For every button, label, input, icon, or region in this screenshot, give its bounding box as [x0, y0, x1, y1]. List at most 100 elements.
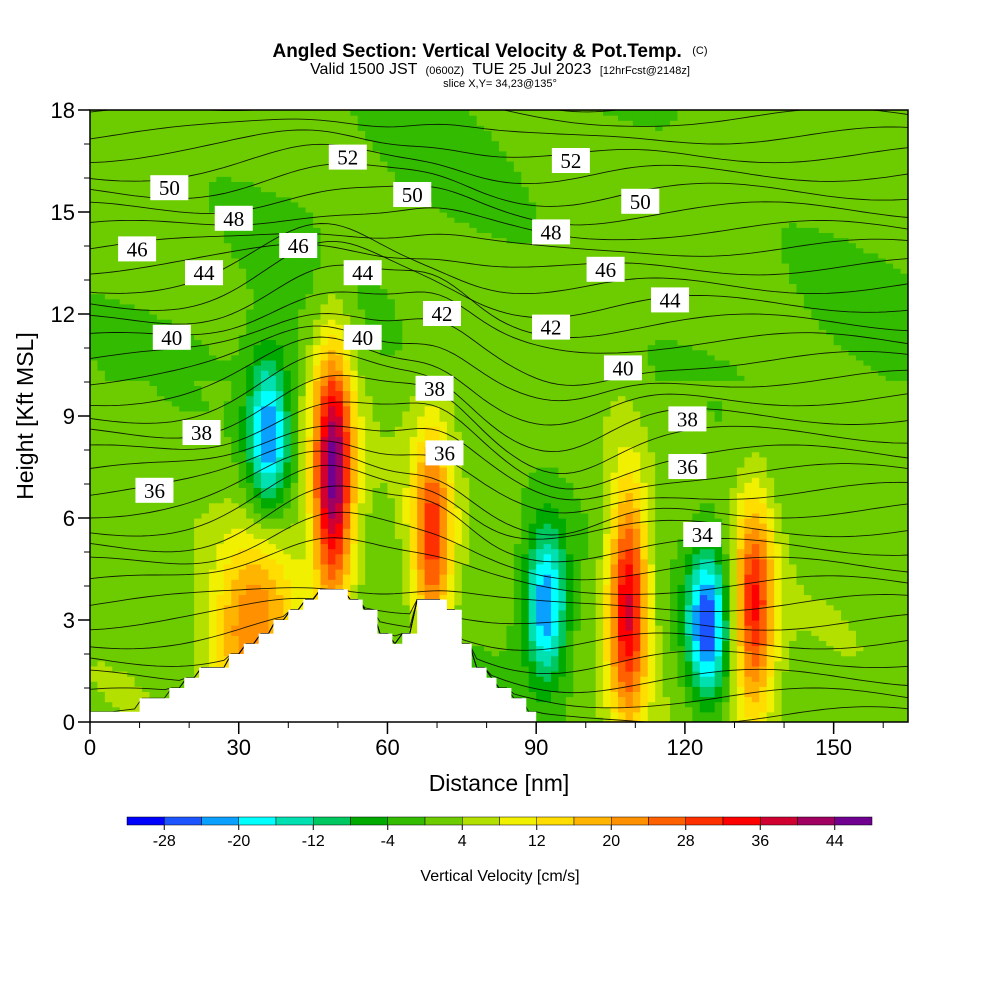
field-cell — [350, 130, 359, 137]
field-cell — [194, 359, 203, 366]
field-cell — [372, 359, 381, 366]
field-cell — [156, 579, 165, 585]
field-cell — [164, 563, 173, 570]
field-cell — [320, 176, 329, 182]
field-cell — [387, 196, 396, 203]
field-cell — [156, 543, 165, 550]
field-cell — [171, 314, 180, 320]
field-cell — [156, 645, 165, 652]
field-cell — [119, 441, 128, 448]
field-cell — [298, 120, 307, 126]
field-cell — [231, 385, 240, 392]
field-cell — [231, 115, 240, 121]
field-cell — [268, 518, 277, 524]
field-cell — [327, 477, 336, 483]
field-cell — [186, 640, 195, 647]
field-cell — [90, 145, 99, 152]
field-cell — [275, 405, 284, 412]
field-cell — [313, 140, 322, 147]
field-cell — [112, 120, 121, 126]
field-cell — [119, 110, 128, 116]
field-cell — [253, 620, 262, 626]
field-cell — [104, 217, 113, 223]
field-cell — [194, 523, 203, 529]
field-cell — [372, 365, 381, 371]
field-cell — [90, 589, 99, 596]
field-cell — [342, 171, 351, 177]
field-cell — [313, 446, 322, 453]
field-cell — [112, 400, 121, 407]
field-cell — [97, 319, 106, 325]
field-cell — [223, 319, 232, 325]
field-cell — [305, 120, 314, 126]
field-cell — [350, 135, 359, 142]
field-cell — [164, 431, 173, 437]
field-cell — [327, 467, 336, 473]
field-cell — [357, 482, 366, 488]
field-cell — [350, 569, 359, 575]
field-cell — [186, 665, 195, 672]
field-cell — [164, 283, 173, 290]
field-cell — [350, 512, 359, 519]
field-cell — [142, 186, 151, 193]
field-cell — [134, 461, 143, 468]
field-cell — [156, 298, 165, 305]
field-cell — [283, 574, 292, 580]
field-cell — [320, 252, 329, 259]
field-cell — [305, 135, 314, 142]
field-cell — [149, 594, 158, 601]
field-cell — [387, 579, 396, 585]
field-cell — [238, 512, 247, 519]
field-cell — [313, 497, 322, 504]
field-cell — [127, 676, 136, 682]
field-cell — [394, 538, 403, 545]
field-cell — [223, 130, 232, 137]
field-cell — [134, 354, 143, 361]
field-cell — [90, 696, 99, 703]
field-cell — [149, 426, 158, 432]
field-cell — [380, 584, 389, 590]
field-cell — [298, 171, 307, 177]
field-cell — [90, 426, 99, 432]
field-cell — [335, 558, 344, 565]
field-cell — [320, 451, 329, 458]
field-cell — [305, 451, 314, 458]
field-cell — [261, 329, 270, 335]
field-cell — [223, 660, 232, 667]
field-cell — [142, 553, 151, 560]
field-cell — [171, 217, 180, 223]
field-cell — [298, 354, 307, 361]
field-cell — [342, 477, 351, 483]
field-cell — [164, 354, 173, 361]
field-cell — [261, 502, 270, 509]
field-cell — [112, 298, 121, 305]
field-cell — [357, 247, 366, 254]
field-cell — [283, 569, 292, 575]
field-cell — [290, 594, 299, 601]
field-cell — [268, 390, 277, 397]
field-cell — [223, 242, 232, 249]
field-cell — [357, 548, 366, 555]
field-cell — [90, 171, 99, 177]
field-cell — [387, 150, 396, 157]
field-cell — [380, 426, 389, 432]
field-cell — [283, 263, 292, 269]
field-cell — [357, 232, 366, 239]
field-cell — [112, 385, 121, 392]
field-cell — [134, 314, 143, 320]
field-cell — [104, 181, 113, 188]
field-cell — [127, 135, 136, 142]
field-cell — [387, 181, 396, 188]
field-cell — [134, 650, 143, 657]
field-cell — [275, 416, 284, 422]
field-cell — [208, 655, 218, 662]
field-cell — [164, 293, 173, 300]
field-cell — [223, 298, 232, 305]
field-cell — [194, 196, 203, 203]
field-cell — [268, 620, 277, 626]
field-cell — [216, 620, 225, 626]
field-cell — [394, 472, 403, 478]
field-cell — [208, 640, 218, 647]
field-cell — [394, 385, 403, 392]
field-cell — [372, 227, 381, 233]
